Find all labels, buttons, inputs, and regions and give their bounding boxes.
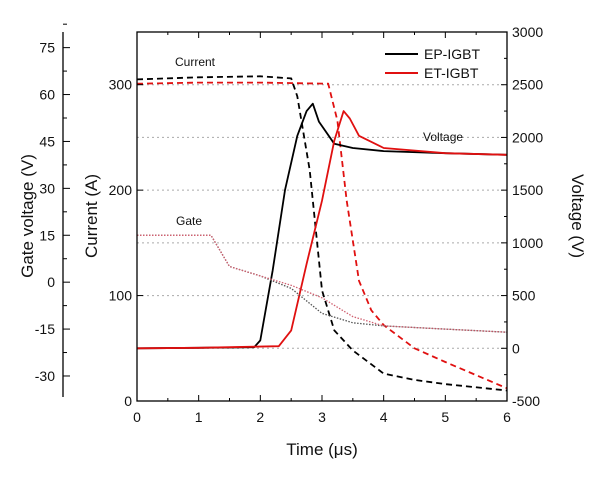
- series-et-igbt-gate: [137, 234, 508, 333]
- gate-tick-label: 45: [39, 133, 55, 149]
- gate-tick-label: -15: [35, 321, 55, 337]
- current-tick-label: 300: [109, 77, 133, 93]
- current-axis-label: Current (A): [82, 174, 101, 258]
- annotation-voltage: Voltage: [423, 130, 463, 144]
- gate-tick-label: 15: [39, 227, 55, 243]
- series-et-igbt-current: [136, 81, 508, 390]
- x-tick-label: 0: [133, 409, 141, 425]
- gate-tick-label: 30: [39, 180, 55, 196]
- series-group: [136, 75, 508, 392]
- current-tick-label: 100: [109, 288, 133, 304]
- voltage-tick-label: -500: [512, 393, 540, 409]
- x-tick-label: 2: [256, 409, 264, 425]
- grid-lines: [137, 84, 507, 349]
- current-tick-label: 0: [124, 393, 132, 409]
- voltage-tick-label: 3000: [512, 24, 543, 40]
- voltage-tick-label: 2500: [512, 77, 543, 93]
- x-tick-label: 4: [380, 409, 388, 425]
- gate-tick-label: 60: [39, 87, 55, 103]
- annotation-gate: Gate: [176, 214, 202, 228]
- voltage-tick-label: 1000: [512, 235, 543, 251]
- voltage-tick-label: 2000: [512, 129, 543, 145]
- gate-tick-label: 0: [47, 274, 55, 290]
- x-tick-label: 5: [441, 409, 449, 425]
- series-ep-igbt-voltage: [136, 102, 508, 350]
- voltage-tick-label: 1500: [512, 182, 543, 198]
- x-tick-label: 6: [503, 409, 511, 425]
- gate-tick-label: 75: [39, 40, 55, 56]
- legend-label-ep: EP-IGBT: [424, 46, 480, 62]
- voltage-axis-label: Voltage (V): [568, 174, 587, 258]
- voltage-tick-label: 0: [512, 340, 520, 356]
- annotation-current: Current: [175, 55, 216, 69]
- gate-tick-label: -30: [35, 368, 55, 384]
- legend: EP-IGBT ET-IGBT: [385, 46, 480, 81]
- legend-label-et: ET-IGBT: [424, 65, 479, 81]
- voltage-tick-label: 500: [512, 288, 536, 304]
- gate-axis-label: Gate voltage (V): [18, 154, 37, 278]
- x-tick-label: 3: [318, 409, 326, 425]
- x-axis-label: Time (μs): [286, 440, 358, 459]
- series-ep-igbt-current: [136, 75, 508, 392]
- x-tick-label: 1: [195, 409, 203, 425]
- axes: 0 1 2 3 4 5 60100200300-5000500100015002000250…: [35, 23, 543, 425]
- current-tick-label: 200: [109, 182, 133, 198]
- series-et-igbt-voltage: [136, 110, 508, 350]
